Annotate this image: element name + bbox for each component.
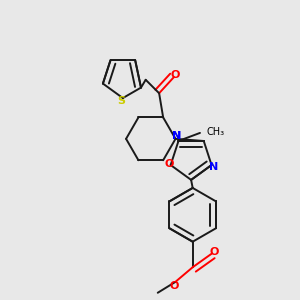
Text: O: O (170, 281, 179, 291)
Text: O: O (209, 247, 219, 257)
Text: O: O (164, 159, 173, 170)
Text: CH₃: CH₃ (207, 127, 225, 137)
Text: S: S (117, 96, 125, 106)
Text: N: N (172, 131, 182, 141)
Text: N: N (172, 131, 181, 141)
Text: O: O (170, 70, 179, 80)
Text: N: N (209, 162, 218, 172)
